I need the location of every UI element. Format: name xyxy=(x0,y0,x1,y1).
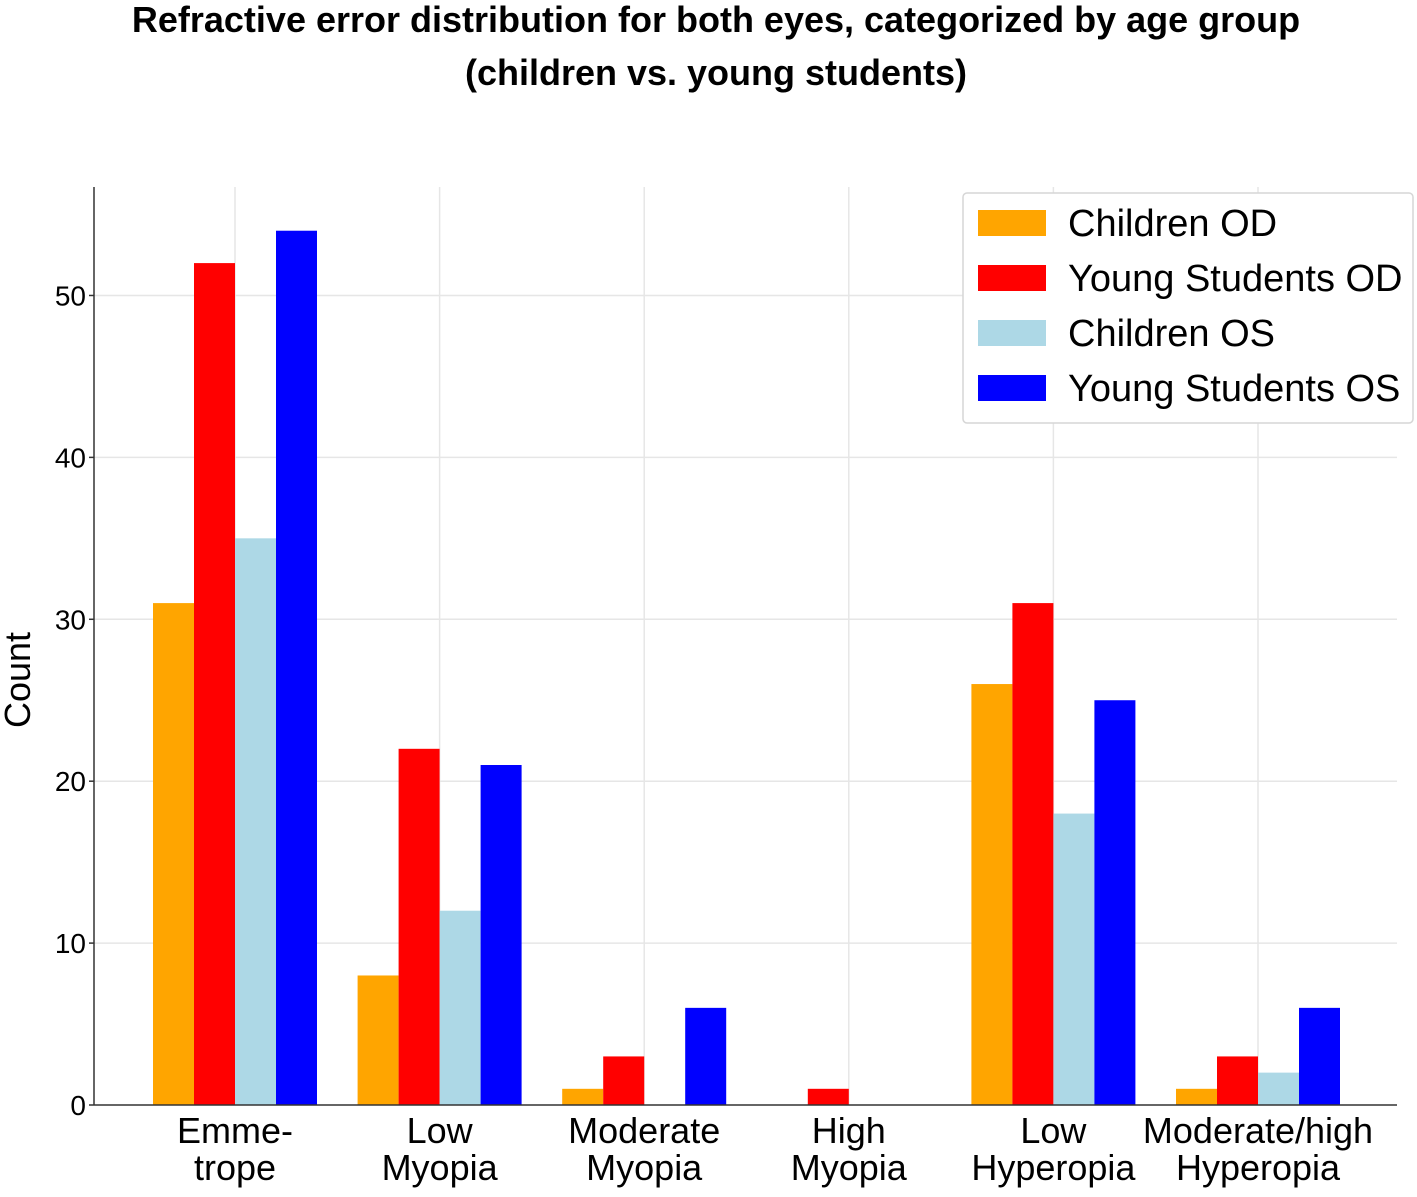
y-tick-label: 50 xyxy=(55,280,86,311)
x-tick-label: Myopia xyxy=(586,1147,703,1188)
x-tick-label: Low xyxy=(1020,1110,1087,1151)
y-tick-label: 10 xyxy=(55,928,86,959)
y-tick-label: 30 xyxy=(55,604,86,635)
x-tick-label: High xyxy=(812,1110,886,1151)
legend-label: Children OS xyxy=(1068,313,1275,355)
bar-children-od xyxy=(971,684,1013,1105)
bar-young-students-os xyxy=(1094,700,1136,1105)
bar-young-students-od xyxy=(1217,1056,1258,1105)
legend-swatch xyxy=(978,375,1046,401)
legend-box xyxy=(962,192,1414,424)
x-tick-label: trope xyxy=(194,1147,276,1188)
legend-swatch xyxy=(978,320,1046,346)
y-tick-label: 0 xyxy=(70,1090,86,1121)
bar-children-od xyxy=(357,975,399,1105)
bar-young-students-od xyxy=(398,748,440,1105)
bar-children-od xyxy=(153,603,194,1105)
bar-children-os xyxy=(439,910,481,1105)
bar-children-os xyxy=(1053,813,1095,1105)
chart-title-line-1: Refractive error distribution for both e… xyxy=(132,0,1300,40)
x-tick-label: Hyperopia xyxy=(1176,1147,1341,1188)
x-tick-label: Moderate/high xyxy=(1143,1110,1373,1151)
bar-children-os xyxy=(1258,1072,1299,1105)
legend: Children OD Young Students OD Children OS Y… xyxy=(962,192,1414,424)
x-tick-label: Myopia xyxy=(791,1147,908,1188)
x-tick-label: Emme- xyxy=(177,1110,293,1151)
legend-label: Young Students OD xyxy=(1068,258,1403,300)
bar-children-od xyxy=(1176,1088,1217,1105)
chart-title-line-2: (children vs. young students) xyxy=(465,52,967,93)
bar-children-os xyxy=(235,538,276,1105)
axes xyxy=(89,187,1397,1106)
bar-young-students-os xyxy=(1299,1007,1340,1105)
legend-swatch xyxy=(978,265,1046,291)
x-tick-label: Moderate xyxy=(568,1110,720,1151)
legend-label: Young Students OS xyxy=(1068,368,1400,410)
bar-young-students-od xyxy=(807,1088,849,1105)
x-tick-label: Low xyxy=(407,1110,474,1151)
bar-young-students-os xyxy=(480,765,522,1105)
bar-young-students-os xyxy=(685,1007,727,1105)
bars xyxy=(153,230,1340,1106)
bar-young-students-od xyxy=(1012,603,1054,1105)
legend-label: Children OD xyxy=(1068,203,1277,245)
legend-swatch xyxy=(978,210,1046,236)
y-tick-label: 40 xyxy=(55,442,86,473)
y-tick-label: 20 xyxy=(55,766,86,797)
y-axis-label: Count xyxy=(0,632,38,728)
bar-children-od xyxy=(562,1088,604,1105)
bar-young-students-od xyxy=(194,263,235,1106)
tick-labels: 01020304050Emme-tropeLowMyopiaModerateMy… xyxy=(55,280,1373,1188)
x-tick-label: Myopia xyxy=(382,1147,499,1188)
bar-young-students-od xyxy=(603,1056,645,1105)
x-tick-label: Hyperopia xyxy=(971,1147,1136,1188)
bar-young-students-os xyxy=(276,230,317,1105)
